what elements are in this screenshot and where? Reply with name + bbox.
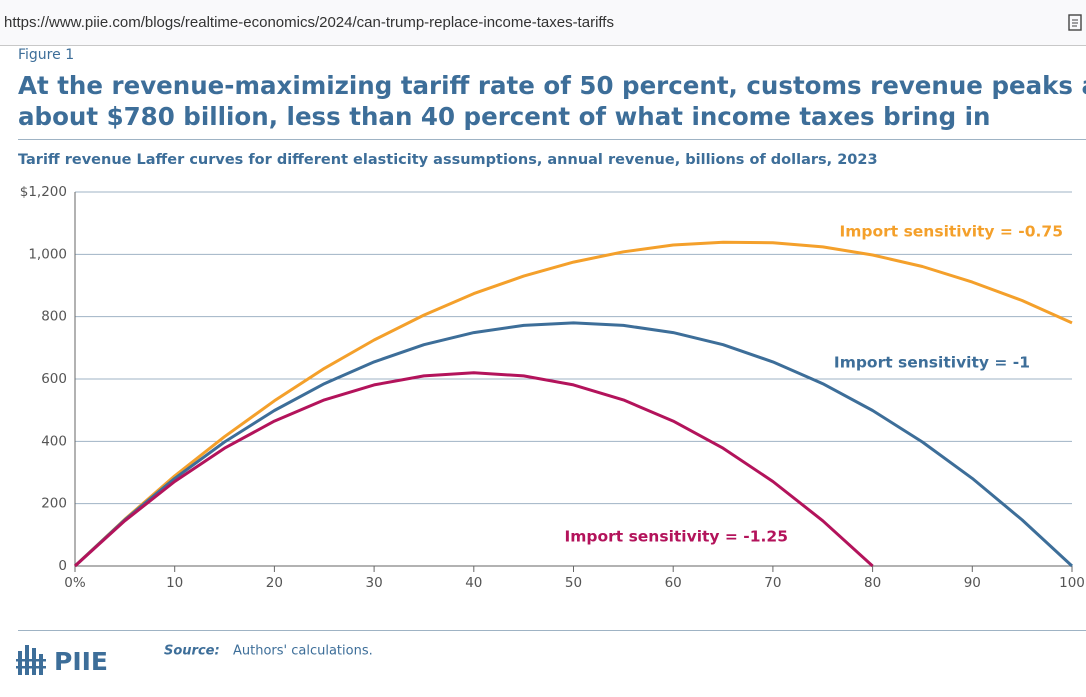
y-tick-label: 0 <box>58 558 67 574</box>
chart-title: At the revenue-maximizing tariff rate of… <box>18 71 1086 100</box>
reader-icon[interactable] <box>1068 14 1082 31</box>
y-tick-label: 400 <box>41 433 67 449</box>
y-tick-label: 1,000 <box>28 246 67 262</box>
x-tick-label: 0% <box>64 575 86 591</box>
url[interactable]: https://www.piie.com/blogs/realtime-econ… <box>4 14 614 31</box>
x-tick-label: 100 <box>1059 575 1085 591</box>
x-tick-label: 20 <box>266 575 283 591</box>
series-label: Import sensitivity = -1.25 <box>564 528 788 546</box>
logo-bar <box>18 651 22 675</box>
x-tick-label: 50 <box>565 575 582 591</box>
x-tick-label: 40 <box>465 575 482 591</box>
series-label: Import sensitivity = -1 <box>834 354 1030 372</box>
x-tick-label: 90 <box>964 575 981 591</box>
y-tick-label: 200 <box>41 496 67 512</box>
logo-bar <box>39 654 43 675</box>
x-tick-label: 60 <box>665 575 682 591</box>
x-tick-label: 70 <box>764 575 781 591</box>
chart-title: about $780 billion, less than 40 percent… <box>18 102 990 131</box>
y-tick-label: $1,200 <box>20 184 67 200</box>
y-tick-label: 600 <box>41 371 67 387</box>
logo-bar <box>16 659 46 662</box>
logo-bar <box>16 666 46 669</box>
line-series <box>73 371 874 568</box>
reader-icon-frame <box>1068 14 1082 31</box>
logo-icon <box>16 645 46 675</box>
line-series <box>73 321 1074 568</box>
y-tick-label: 800 <box>41 309 67 325</box>
source-label: Source: <box>164 644 220 659</box>
figure-label: Figure 1 <box>18 47 74 63</box>
x-tick-label: 30 <box>366 575 383 591</box>
line-series <box>73 240 1073 568</box>
series-label: Import sensitivity = -0.75 <box>839 223 1063 241</box>
chart-subtitle: Tariff revenue Laffer curves for differe… <box>18 152 878 168</box>
x-tick-label: 80 <box>864 575 881 591</box>
x-tick-label: 10 <box>166 575 183 591</box>
source-text: Authors' calculations. <box>233 644 373 659</box>
address-bar <box>0 0 1086 45</box>
logo-text: PIIE <box>54 647 108 676</box>
